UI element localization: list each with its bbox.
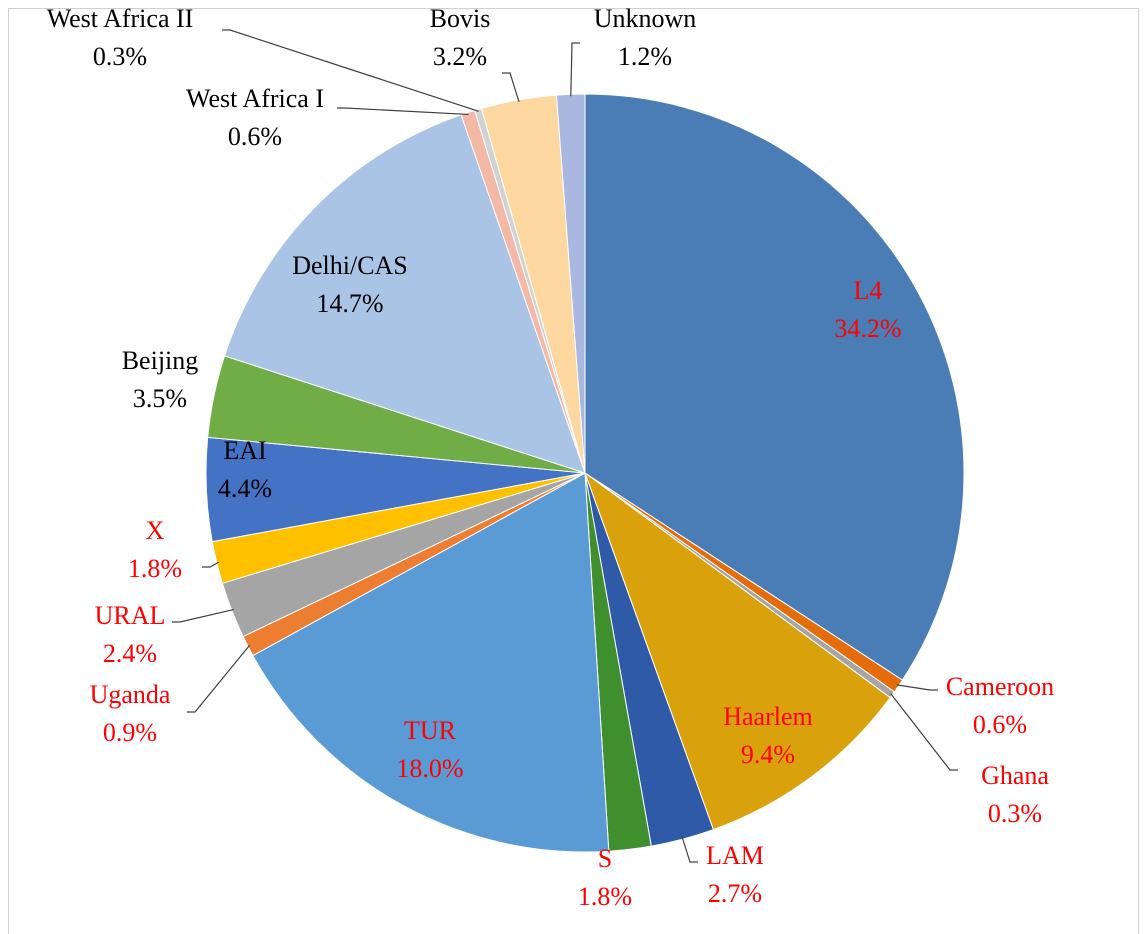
- slice-value-label: 0.9%: [103, 718, 157, 747]
- slice-value-label: 2.7%: [708, 879, 762, 908]
- slice-label: Unknown: [594, 4, 697, 33]
- slice-value-label: 4.4%: [218, 474, 272, 503]
- leader-line: [890, 693, 958, 771]
- chart-frame: [8, 8, 1139, 934]
- slice-value-label: 1.8%: [578, 882, 632, 911]
- leader-line: [681, 837, 698, 863]
- slice-value-label: 9.4%: [741, 740, 795, 769]
- slice-label: Haarlem: [723, 702, 813, 731]
- slice-label: West Africa II: [47, 4, 194, 33]
- slice-value-label: 1.8%: [128, 554, 182, 583]
- slice-value-label: 0.6%: [973, 710, 1027, 739]
- leader-line: [337, 107, 469, 116]
- slice-label: Delhi/CAS: [292, 251, 408, 280]
- slice-label: X: [146, 516, 165, 545]
- pie-slice: [223, 114, 586, 474]
- leader-line: [187, 644, 251, 713]
- pie-slice: [584, 93, 965, 681]
- slice-value-label: 2.4%: [103, 639, 157, 668]
- slice-label: URAL: [95, 601, 166, 630]
- slice-value-label: 3.2%: [433, 42, 487, 71]
- slice-label: Beijing: [122, 346, 199, 375]
- slice-value-label: 0.3%: [93, 42, 147, 71]
- slice-label: S: [598, 844, 612, 873]
- leader-line: [570, 42, 580, 97]
- slice-label: Uganda: [90, 680, 171, 709]
- slice-value-label: 3.5%: [133, 384, 187, 413]
- slice-label: Cameroon: [946, 672, 1054, 701]
- slice-label: EAI: [223, 436, 266, 465]
- slice-value-label: 1.2%: [618, 42, 672, 71]
- slice-label: Ghana: [981, 761, 1049, 790]
- slice-value-label: 34.2%: [834, 314, 901, 343]
- leader-line: [172, 608, 234, 623]
- pie-slice: [252, 472, 610, 853]
- slice-value-label: 0.6%: [228, 122, 282, 151]
- leader-line: [222, 29, 479, 112]
- slice-value-label: 0.3%: [988, 799, 1042, 828]
- slice-value-label: 14.7%: [316, 289, 383, 318]
- slice-label: TUR: [404, 716, 457, 745]
- slice-label: West Africa I: [186, 84, 324, 113]
- slice-value-label: 18.0%: [396, 754, 463, 783]
- leader-line: [202, 561, 219, 568]
- slice-label: Bovis: [430, 4, 491, 33]
- leader-line: [896, 684, 938, 691]
- slice-label: LAM: [706, 841, 764, 870]
- leader-line: [502, 72, 520, 102]
- pie-slice: [583, 471, 891, 831]
- slice-label: L4: [854, 276, 883, 305]
